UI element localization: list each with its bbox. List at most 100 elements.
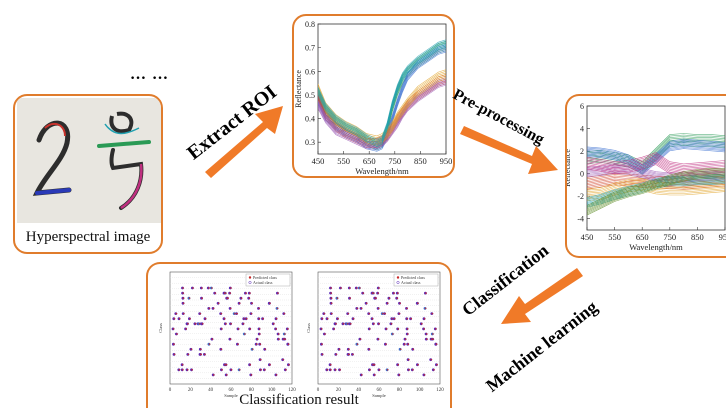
cls1-point: [349, 322, 352, 325]
roi-xtick-label: 550: [337, 156, 350, 166]
cls1-point: [352, 317, 355, 320]
cls1-legend-actual: Actual class: [401, 280, 421, 285]
cls1-point: [356, 287, 358, 289]
cls0-ylabel: Class: [158, 323, 163, 333]
pre-ytick-label: 0: [580, 170, 584, 179]
cls0-point: [175, 312, 178, 315]
pre-series-line: [587, 159, 725, 172]
roi-xtick-label: 750: [388, 156, 401, 166]
cls0-point: [269, 363, 271, 366]
cls1-point: [410, 317, 413, 320]
cls0-point: [181, 363, 184, 366]
cls0-point: [255, 343, 258, 346]
cls0-point: [173, 317, 176, 320]
cls1-xtick-label: 40: [356, 388, 362, 393]
cls1-point: [412, 348, 415, 351]
cls0-point: [185, 328, 188, 330]
cls1-point: [321, 353, 324, 356]
cls0-point: [186, 368, 189, 371]
pre-ytick-label: 2: [580, 147, 584, 156]
cls1-point: [320, 328, 323, 330]
cls0-xtick-label: 20: [188, 388, 194, 393]
cls1-point: [377, 292, 380, 294]
cls0-point: [208, 343, 211, 346]
cls1-point: [360, 307, 363, 310]
cls1-point: [372, 363, 374, 366]
cls1-point: [371, 292, 374, 294]
cls1-point: [378, 287, 380, 289]
cls0-point: [269, 302, 271, 305]
preproc-chart: 450 550 650 750 850 950 -4 -2 0 2 4 6 Wavelength/nm R…: [567, 102, 726, 252]
cls1-point: [406, 317, 409, 320]
cls1-xtick-label: 120: [436, 388, 444, 393]
cls1-point: [352, 353, 354, 356]
cls1-point: [385, 343, 387, 346]
cls1-point: [368, 312, 371, 315]
cls0-point: [226, 297, 229, 300]
cls0-point: [189, 317, 191, 320]
cls0-point: [192, 287, 194, 289]
cls0-point: [249, 363, 252, 366]
roi-ytick-label: 0.5: [305, 91, 315, 100]
cls0-point: [249, 328, 252, 330]
cls0-point: [188, 297, 191, 300]
cls0-point: [223, 292, 226, 294]
cls0-point: [182, 302, 185, 305]
cls1-xtick-label: 100: [416, 388, 424, 393]
arrow-extract-roi: [205, 106, 283, 178]
cls1-point: [339, 368, 341, 371]
roi-series-line: [318, 78, 446, 146]
cls0-xtick-label: 100: [268, 388, 276, 393]
pre-series-line: [587, 177, 725, 216]
cls0-point: [212, 374, 215, 376]
cls1-point: [381, 312, 384, 315]
cls1-point: [326, 317, 329, 320]
cls0-point: [173, 343, 175, 346]
cls1-point: [347, 353, 350, 356]
cls1-legend: [393, 273, 439, 287]
cls1-point: [377, 307, 380, 310]
cls1-point: [369, 368, 371, 371]
cls1-point: [426, 338, 428, 340]
cls1-point: [407, 343, 410, 346]
cls0-point: [264, 368, 266, 371]
cls1-point: [340, 287, 342, 289]
cls1-point: [335, 353, 338, 356]
cls0-point: [275, 374, 278, 376]
cls1-point: [336, 297, 339, 300]
cls1-point: [397, 292, 399, 294]
cls1-point: [392, 333, 394, 335]
cls0-point: [182, 297, 185, 300]
cls0-point: [178, 317, 181, 320]
hyperspectral-panel: Hyperspectral image: [13, 94, 163, 254]
pre-ytick-label: 6: [580, 102, 584, 111]
pre-xtick-label: 450: [581, 232, 594, 242]
roi-series-line: [318, 45, 446, 146]
cls1-point: [408, 368, 410, 371]
pre-series-line: [587, 156, 725, 169]
roi-ytick-label: 0.6: [305, 67, 315, 76]
cls0-point: [200, 348, 202, 351]
cls1-point: [396, 297, 399, 300]
cls0-point: [191, 368, 193, 371]
cls1-point: [432, 333, 434, 335]
cls0-point: [262, 317, 265, 320]
cls1-point: [430, 358, 433, 361]
pre-series-line: [587, 147, 725, 174]
cls1-point: [397, 328, 400, 330]
cls0-xtick-label: 60: [229, 388, 235, 393]
roi-series-line: [318, 40, 446, 141]
cls0-point: [225, 322, 227, 325]
cls0-point: [220, 328, 223, 330]
pre-ylabel: Reflectance: [567, 149, 572, 187]
roi-series-line: [318, 84, 446, 150]
cls1-point: [378, 368, 381, 371]
cls0-point: [240, 297, 243, 300]
cls1-point: [398, 312, 401, 315]
cls0-point: [178, 368, 181, 371]
roi-series-line: [318, 43, 446, 144]
cls1-point: [362, 292, 365, 294]
cls1-point: [378, 322, 380, 325]
cls0-point: [258, 333, 261, 335]
cls0-point: [287, 328, 289, 330]
